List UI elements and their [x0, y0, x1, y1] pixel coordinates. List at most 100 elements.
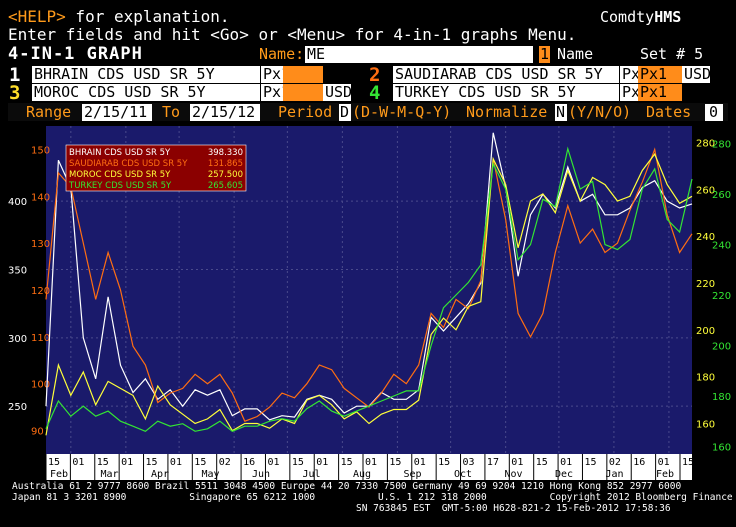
period-input[interactable]: D: [339, 103, 351, 121]
y-right-tick-turkey-2: 200: [712, 342, 731, 353]
security-4-field-input[interactable]: Px1: [638, 84, 682, 101]
x-month-label-2: Apr: [151, 469, 169, 480]
security-3-currency: USD: [323, 83, 353, 101]
x-month-label-9: Nov: [505, 469, 523, 480]
security-2-ticker-input[interactable]: SAUDIARAB CDS USD SR 5Y: [393, 66, 619, 83]
x-tick-label-20: 15: [536, 457, 548, 468]
security-3-field-input[interactable]: [283, 84, 323, 101]
range-end-input[interactable]: 2/15/12: [190, 104, 260, 121]
y-right-tick-turkey-5: 260: [712, 190, 731, 201]
y-left-tick-saudi-3: 120: [31, 286, 50, 297]
y-left-tick-bhrain-0: 250: [8, 402, 27, 413]
x-tick-label-0: 15: [48, 457, 60, 468]
y-right-tick-moroc-3: 220: [696, 279, 715, 290]
x-tick-label-26: 15: [682, 457, 694, 468]
x-tick-label-8: 16: [243, 457, 255, 468]
range-label: Range: [26, 103, 72, 121]
y-right-tick-turkey-0: 160: [712, 442, 731, 453]
x-tick-label-16: 15: [438, 457, 450, 468]
page-number-field[interactable]: 1: [539, 45, 550, 63]
y-left-tick-saudi-5: 140: [31, 192, 50, 203]
x-tick-label-5: 01: [170, 457, 182, 468]
x-tick-label-23: 02: [609, 457, 621, 468]
legend-value-2: 257.500: [208, 170, 243, 180]
function-prefix: Comdty: [600, 8, 655, 26]
y-left-tick-saudi-0: 90: [31, 427, 44, 438]
x-tick-label-19: 01: [511, 457, 523, 468]
page-title: 4-IN-1 GRAPH: [8, 44, 143, 64]
legend-value-3: 265.605: [208, 181, 243, 191]
y-right-tick-moroc-1: 180: [696, 373, 715, 384]
help-key[interactable]: <HELP>: [8, 7, 66, 26]
legend-label-2: MOROC CDS USD SR 5Y: [69, 170, 171, 180]
security-4-field-label: Px1: [620, 83, 650, 101]
x-month-label-4: Jun: [252, 469, 270, 480]
security-3-ticker-input[interactable]: MOROC CDS USD SR 5Y: [32, 84, 260, 101]
help-text: for explanation.: [65, 7, 230, 26]
legend-value-1: 131.865: [208, 159, 243, 169]
y-right-tick-moroc-2: 200: [696, 326, 715, 337]
security-1-field-label: Px1: [261, 65, 291, 83]
x-month-label-3: May: [202, 469, 220, 480]
series-turkey-line: [45, 146, 693, 432]
x-tick-label-25: 01: [658, 457, 670, 468]
x-month-label-6: Aug: [353, 469, 371, 480]
dates-input[interactable]: 0: [705, 104, 723, 121]
x-tick-label-2: 15: [97, 457, 109, 468]
x-tick-label-6: 15: [194, 457, 206, 468]
x-month-label-5: Jul: [303, 469, 321, 480]
y-right-tick-moroc-5: 260: [696, 185, 715, 196]
y-right-tick-turkey-3: 220: [712, 291, 731, 302]
function-code: HMS: [654, 8, 682, 26]
series-moroc-line: [45, 152, 693, 436]
normalize-label: Normalize: [466, 103, 548, 121]
range-start-input[interactable]: 2/15/11: [82, 104, 152, 121]
x-tick-label-1: 01: [72, 457, 84, 468]
y-left-tick-bhrain-2: 350: [8, 266, 27, 277]
x-axis-month-band: [46, 468, 692, 480]
help-line: <HELP> for explanation.: [8, 8, 230, 26]
period-label: Period: [278, 103, 333, 121]
y-left-tick-saudi-2: 110: [31, 333, 50, 344]
x-month-label-8: Oct: [454, 469, 472, 480]
security-3-field-label: Px1: [261, 83, 291, 101]
x-tick-label-21: 01: [560, 457, 572, 468]
x-tick-label-17: 03: [463, 457, 475, 468]
page-name: Name: [557, 45, 594, 63]
x-month-label-10: Dec: [555, 469, 573, 480]
x-month-label-1: Mar: [101, 469, 119, 480]
x-tick-label-10: 15: [292, 457, 304, 468]
period-options: (D-W-M-Q-Y): [352, 103, 452, 121]
legend-value-0: 398.330: [208, 148, 243, 158]
security-4-ticker-input[interactable]: TURKEY CDS USD SR 5Y: [393, 84, 619, 101]
x-tick-label-4: 15: [146, 457, 158, 468]
y-left-tick-saudi-4: 130: [31, 239, 50, 250]
x-axis-band: [46, 454, 692, 468]
name-input[interactable]: ME: [305, 46, 533, 63]
y-right-tick-moroc-4: 240: [696, 232, 715, 243]
x-tick-label-3: 01: [121, 457, 133, 468]
y-right-tick-turkey-6: 280: [712, 140, 731, 151]
y-left-tick-saudi-1: 100: [31, 380, 50, 391]
x-month-label-12: Feb: [656, 469, 674, 480]
security-2-field-input[interactable]: Px1: [638, 66, 682, 83]
security-1-ticker-input[interactable]: BHRAIN CDS USD SR 5Y: [32, 66, 260, 83]
footer-line-1: Australia 61 2 9777 8600 Brazil 5511 304…: [12, 481, 682, 492]
security-2-field-label: Px1: [620, 65, 650, 83]
footer-line-3: SN 763845 EST GMT-5:00 H628-821-2 15-Feb…: [356, 503, 671, 514]
security-1-field-input[interactable]: [283, 66, 323, 83]
x-month-label-7: Sep: [404, 469, 422, 480]
normalize-input[interactable]: N: [555, 103, 567, 121]
legend-label-3: TURKEY CDS USD SR 5Y: [68, 181, 172, 191]
x-tick-label-11: 01: [316, 457, 328, 468]
legend-label-0: BHRAIN CDS USD SR 5Y: [69, 148, 171, 158]
series-saudiarab-line: [45, 147, 693, 422]
x-tick-label-7: 02: [219, 457, 231, 468]
dates-label: Dates: [646, 103, 692, 121]
x-tick-label-22: 15: [584, 457, 596, 468]
security-2-currency: USD: [682, 65, 712, 83]
x-tick-label-15: 01: [414, 457, 426, 468]
y-right-tick-moroc-6: 280: [696, 138, 715, 149]
legend-box: [65, 144, 247, 192]
to-label: To: [162, 103, 181, 121]
